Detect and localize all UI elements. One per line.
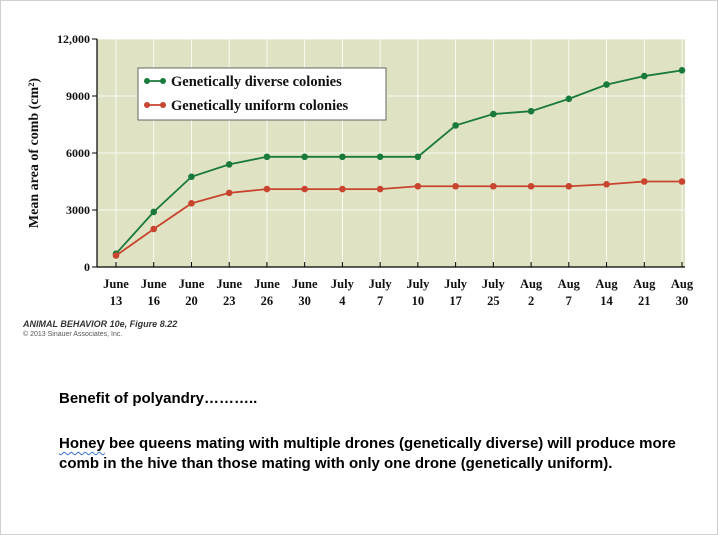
- y-axis-label: Mean area of comb (cm²): [27, 78, 42, 228]
- data-point-uniform: [112, 252, 120, 259]
- data-point-diverse: [565, 95, 573, 103]
- x-tick-label-day: 13: [110, 294, 123, 308]
- data-point-uniform: [301, 185, 308, 193]
- data-point-diverse: [452, 122, 459, 129]
- data-point-diverse: [603, 81, 610, 88]
- x-tick-label-day: 26: [261, 294, 274, 308]
- x-tick-label-day: 2: [528, 294, 534, 308]
- x-tick-label-month: July: [444, 277, 468, 291]
- legend-swatch-dot: [144, 78, 150, 84]
- x-tick-label-month: Aug: [633, 277, 656, 291]
- x-tick-label-day: 7: [566, 294, 572, 308]
- legend-swatch-dot: [144, 102, 150, 108]
- x-tick-label-day: 30: [298, 294, 311, 308]
- x-tick-label-month: June: [103, 277, 129, 291]
- spellcheck-word: Honey: [59, 435, 105, 452]
- x-tick-label-month: July: [369, 277, 393, 291]
- data-point-uniform: [603, 181, 610, 188]
- x-tick-label-day: 21: [638, 294, 651, 308]
- x-tick-label-day: 20: [185, 294, 198, 308]
- x-tick-label-day: 16: [147, 294, 160, 308]
- x-tick-label-month: June: [141, 277, 167, 291]
- y-tick-label: 12,000: [57, 32, 90, 46]
- legend-swatch-dot: [160, 78, 166, 84]
- data-point-uniform: [565, 182, 573, 190]
- x-tick-label-month: July: [331, 277, 355, 291]
- legend-label: Genetically uniform colonies: [171, 98, 349, 114]
- data-point-uniform: [452, 182, 459, 190]
- note-heading: Benefit of polyandry………..: [59, 390, 258, 407]
- x-tick-label-month: Aug: [595, 277, 618, 291]
- data-point-uniform: [188, 200, 195, 207]
- data-point-uniform: [339, 185, 346, 193]
- x-tick-label-month: June: [254, 277, 280, 291]
- data-point-diverse: [263, 153, 271, 161]
- data-point-diverse: [414, 153, 422, 161]
- note-body: Honey bee queens mating with multiple dr…: [59, 434, 709, 474]
- x-tick-label-month: July: [482, 277, 506, 291]
- data-point-diverse: [150, 208, 158, 216]
- x-tick-label-day: 23: [223, 294, 236, 308]
- data-point-diverse: [527, 107, 535, 115]
- data-point-diverse: [339, 153, 346, 161]
- legend-label: Genetically diverse colonies: [171, 74, 342, 90]
- series-line-diverse: [115, 69, 683, 255]
- x-tick-label-month: Aug: [671, 277, 694, 291]
- data-point-uniform: [490, 182, 497, 190]
- legend-box: [137, 67, 387, 121]
- x-tick-label-day: 10: [412, 294, 425, 308]
- data-point-uniform: [640, 178, 648, 185]
- x-tick-label-month: June: [179, 277, 205, 291]
- x-tick-label-month: June: [216, 277, 242, 291]
- x-tick-label-day: 25: [487, 294, 500, 308]
- data-point-diverse: [225, 161, 233, 168]
- x-tick-label-month: Aug: [520, 277, 543, 291]
- data-point-diverse: [376, 153, 384, 161]
- figure-credit-copyright: © 2013 Sinauer Associates, Inc.: [23, 331, 123, 338]
- x-tick-label-day: 30: [676, 294, 689, 308]
- legend-swatch-dot: [160, 102, 166, 108]
- y-tick-label: 6000: [66, 146, 90, 160]
- x-tick-label-month: Aug: [558, 277, 581, 291]
- figure-credit-title: ANIMAL BEHAVIOR 10e, Figure 8.22: [23, 319, 178, 329]
- data-point-diverse: [301, 153, 308, 161]
- y-tick-label: 3000: [66, 203, 90, 217]
- data-point-uniform: [225, 189, 233, 197]
- series-line-uniform: [115, 180, 682, 257]
- y-tick-label: 9000: [66, 89, 90, 103]
- data-point-uniform: [414, 182, 422, 190]
- data-point-diverse: [640, 72, 648, 80]
- x-tick-label-day: 4: [339, 294, 346, 308]
- x-tick-label-day: 17: [449, 294, 462, 308]
- data-point-uniform: [376, 185, 384, 193]
- data-point-diverse: [678, 67, 686, 74]
- data-point-uniform: [150, 225, 158, 233]
- x-tick-label-day: 14: [600, 294, 613, 308]
- x-tick-label-month: July: [406, 277, 430, 291]
- note-body-text: bee queens mating with multiple drones (…: [59, 435, 676, 472]
- x-tick-label-day: 7: [377, 294, 383, 308]
- data-point-diverse: [188, 173, 195, 181]
- x-tick-label-month: June: [292, 277, 318, 291]
- data-point-diverse: [490, 110, 497, 118]
- comb-area-line-chart: 0 3000 6000 9000 12,000 June 13 June 16 June 20 Jun…: [27, 32, 694, 308]
- y-tick-label: 0: [84, 260, 90, 274]
- data-point-uniform: [678, 178, 686, 185]
- data-point-uniform: [263, 185, 271, 193]
- data-point-uniform: [527, 182, 535, 190]
